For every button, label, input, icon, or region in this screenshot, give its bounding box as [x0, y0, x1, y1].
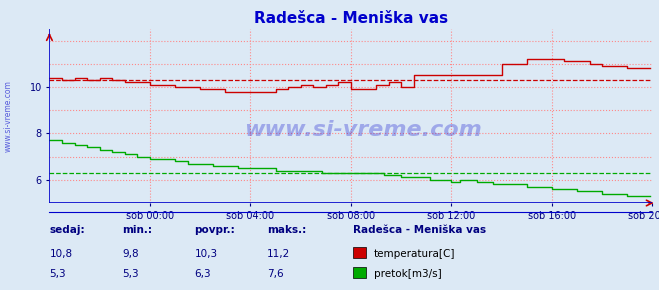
- Text: 10,8: 10,8: [49, 249, 72, 259]
- Text: www.si-vreme.com: www.si-vreme.com: [3, 80, 13, 152]
- Text: pretok[m3/s]: pretok[m3/s]: [374, 269, 442, 279]
- Text: 6,3: 6,3: [194, 269, 211, 279]
- Text: povpr.:: povpr.:: [194, 225, 235, 235]
- Text: maks.:: maks.:: [267, 225, 306, 235]
- Text: 5,3: 5,3: [49, 269, 66, 279]
- Text: 10,3: 10,3: [194, 249, 217, 259]
- Text: 9,8: 9,8: [122, 249, 138, 259]
- Text: Radešca - Meniška vas: Radešca - Meniška vas: [353, 225, 486, 235]
- Title: Radešca - Meniška vas: Radešca - Meniška vas: [254, 11, 448, 26]
- Text: sedaj:: sedaj:: [49, 225, 85, 235]
- Text: 11,2: 11,2: [267, 249, 290, 259]
- Text: 5,3: 5,3: [122, 269, 138, 279]
- Text: min.:: min.:: [122, 225, 152, 235]
- Text: temperatura[C]: temperatura[C]: [374, 249, 455, 259]
- Text: 7,6: 7,6: [267, 269, 283, 279]
- Text: www.si-vreme.com: www.si-vreme.com: [244, 120, 482, 140]
